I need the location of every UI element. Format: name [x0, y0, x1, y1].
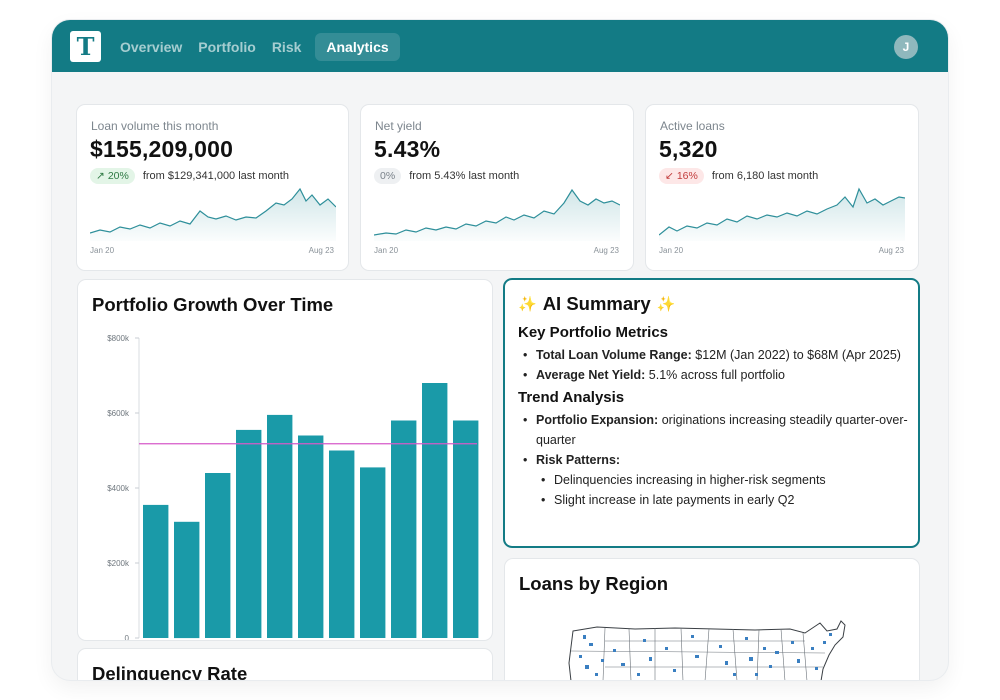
sparkline-end-date: Aug 23	[308, 246, 334, 255]
bar-2	[174, 521, 200, 639]
map-loan-dots	[579, 633, 832, 676]
arrow-down-left-icon: ↙	[665, 170, 674, 182]
sparkline-line	[90, 187, 336, 234]
kpi-comparison: 0% from 5.43% last month	[374, 168, 519, 184]
delinquency-card-title: Delinquency Rate	[92, 663, 248, 680]
summary-bullet: Average Net Yield: 5.1% across full port…	[518, 365, 908, 385]
sparkline-start-date: Jan 20	[374, 246, 399, 255]
portfolio-growth-card: Portfolio Growth Over Time 0 $200k $400k $6…	[77, 279, 493, 641]
delinquency-rate-card: Delinquency Rate	[77, 648, 493, 680]
y-tick-label: $800k	[107, 334, 130, 343]
arrow-up-right-icon: ↗	[96, 170, 105, 182]
brand-logo[interactable]: T	[70, 31, 101, 62]
section-heading: Key Portfolio Metrics	[518, 324, 669, 341]
change-value: 20%	[107, 170, 129, 182]
change-value: 16%	[676, 170, 698, 182]
summary-sub-bullet: Slight increase in late payments in earl…	[518, 490, 908, 510]
bar-3	[205, 473, 231, 638]
us-region-map	[568, 620, 846, 680]
bar-10	[422, 383, 448, 638]
sparkles-icon: ✨	[518, 296, 537, 313]
sparkline-line	[374, 188, 620, 236]
ai-summary-title-text: AI Summary	[542, 293, 651, 314]
us-map-outline	[568, 620, 846, 680]
y-tick-label: 0	[125, 634, 130, 640]
sparkline-start-date: Jan 20	[90, 246, 115, 255]
kpi-label: Active loans	[660, 119, 725, 133]
summary-sub-bullet: Delinquencies increasing in higher-risk …	[518, 470, 908, 490]
sparkline-area	[90, 189, 336, 241]
summary-bullet: Risk Patterns:	[518, 450, 908, 470]
chart-title: Portfolio Growth Over Time	[92, 294, 334, 315]
bar-11	[453, 420, 479, 638]
ai-summary-title: ✨ AI Summary ✨	[518, 293, 675, 315]
change-badge-flat: 0%	[374, 168, 402, 184]
bar-7	[329, 450, 355, 638]
kpi-value: $155,209,000	[90, 136, 234, 162]
top-navigation-bar: T Overview Portfolio Risk Analytics J	[52, 20, 948, 72]
y-tick-label: $200k	[107, 559, 130, 568]
bullet-text: Slight increase in late payments in earl…	[554, 493, 795, 507]
sparkline-start-date: Jan 20	[659, 246, 684, 255]
summary-bullet: Total Loan Volume Range: $12M (Jan 2022)…	[518, 345, 908, 365]
bar-1	[143, 504, 169, 638]
nav-tab-risk[interactable]: Risk	[271, 39, 302, 55]
kpi-value: 5.43%	[374, 136, 441, 162]
bullet-label: Risk Patterns:	[536, 453, 621, 467]
sparkline-chart	[659, 187, 905, 241]
app-window: T Overview Portfolio Risk Analytics J Lo…	[52, 20, 948, 680]
region-card-title: Loans by Region	[519, 573, 669, 594]
kpi-comparison: ↗ 20% from $129,341,000 last month	[90, 168, 289, 184]
kpi-card-net-yield: Net yield 5.43% 0% from 5.43% last month…	[360, 104, 634, 271]
bullet-text: Delinquencies increasing in higher-risk …	[554, 473, 826, 487]
bar-8	[360, 467, 386, 638]
sparkline-chart	[90, 187, 336, 241]
ai-summary-card: ✨ AI Summary ✨ Key Portfolio Metrics Tot…	[503, 278, 920, 548]
bullet-text: 5.1% across full portfolio	[645, 368, 785, 382]
change-badge-up: ↗ 20%	[90, 168, 135, 184]
bar-6	[298, 435, 324, 638]
kpi-label: Net yield	[375, 119, 422, 133]
sparkline-chart	[374, 188, 620, 241]
bullet-label: Portfolio Expansion:	[536, 413, 659, 427]
sparkline-area	[374, 190, 620, 241]
sparkles-icon: ✨	[656, 296, 676, 313]
change-value: 0%	[380, 170, 396, 182]
bullet-text: originations increasing steadily quarter…	[536, 413, 908, 447]
y-tick-label: $600k	[107, 409, 130, 418]
sparkline-line	[659, 187, 905, 236]
change-badge-down: ↙ 16%	[659, 168, 704, 184]
kpi-comparison: ↙ 16% from 6,180 last month	[659, 168, 818, 184]
nav-tab-overview[interactable]: Overview	[120, 39, 183, 55]
kpi-card-loan-volume: Loan volume this month $155,209,000 ↗ 20…	[76, 104, 349, 271]
user-avatar[interactable]: J	[894, 35, 918, 59]
comparison-text: from $129,341,000 last month	[142, 170, 289, 182]
bullet-text: $12M (Jan 2022) to $68M (Apr 2025)	[691, 348, 901, 362]
kpi-value: 5,320	[659, 136, 718, 162]
nav-tab-portfolio[interactable]: Portfolio	[198, 39, 256, 55]
y-tick-label: $400k	[107, 484, 130, 493]
sparkline-end-date: Aug 23	[593, 246, 619, 255]
comparison-text: from 5.43% last month	[409, 170, 520, 182]
kpi-label: Loan volume this month	[91, 119, 219, 133]
bullet-label: Average Net Yield:	[536, 368, 646, 382]
bar-4	[236, 429, 262, 638]
comparison-text: from 6,180 last month	[711, 170, 819, 182]
sparkline-end-date: Aug 23	[878, 246, 904, 255]
main-nav: Overview Portfolio Risk Analytics	[112, 33, 400, 61]
portfolio-growth-bar-chart: 0 $200k $400k $600k $800k	[107, 334, 479, 640]
bar-9	[391, 420, 417, 638]
nav-tab-analytics[interactable]: Analytics	[315, 33, 400, 61]
bullet-label: Total Loan Volume Range:	[536, 348, 692, 362]
bar-5	[267, 414, 293, 638]
loans-by-region-card: Loans by Region	[504, 558, 920, 680]
ai-summary-body: Key Portfolio Metrics Total Loan Volume …	[518, 324, 908, 510]
section-heading: Trend Analysis	[518, 389, 625, 406]
brand-logo-letter: T	[76, 31, 95, 61]
summary-bullet: Portfolio Expansion: originations increa…	[518, 410, 908, 450]
kpi-card-active-loans: Active loans 5,320 ↙ 16% from 6,180 last…	[645, 104, 919, 271]
